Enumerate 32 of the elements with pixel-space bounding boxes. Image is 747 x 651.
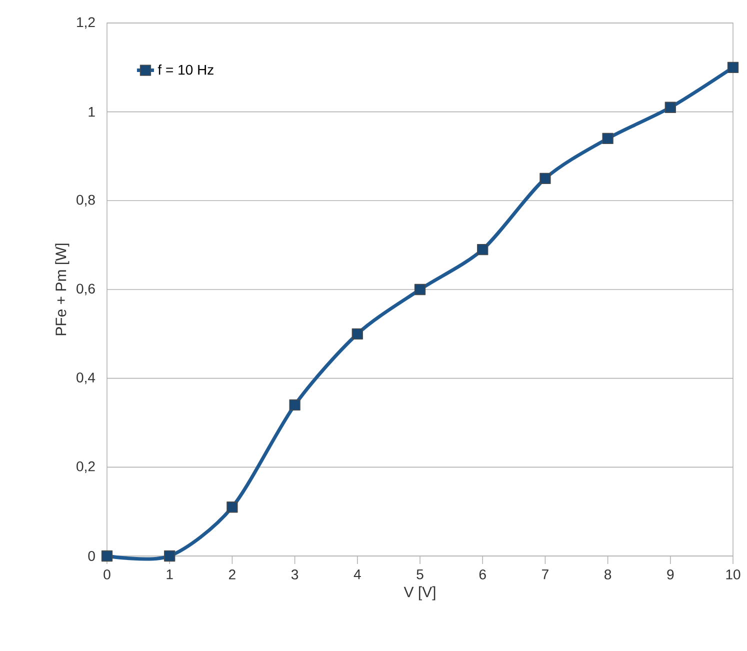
x-tick-label: 8 <box>604 570 612 580</box>
point <box>540 172 551 184</box>
x-tick-label: 7 <box>542 570 548 580</box>
y-tick-label: 0,8 <box>76 194 95 206</box>
point <box>664 102 676 113</box>
point <box>477 244 488 256</box>
x-tick-label: 3 <box>291 570 298 580</box>
y-tick-label: 1 <box>88 107 95 117</box>
x-tick-label: 4 <box>354 570 361 580</box>
y-tick-label: 0,2 <box>76 461 95 473</box>
y-tick-label: 1,2 <box>77 17 95 29</box>
legend-label: f = 10 Hz <box>158 64 214 75</box>
point <box>164 550 176 562</box>
x-tick-label: 10 <box>726 570 740 580</box>
point <box>352 328 363 340</box>
y-tick-label: 0,4 <box>76 372 96 384</box>
x-tick-label: 0 <box>104 570 110 580</box>
x-tick-label: 2 <box>229 570 236 580</box>
x-axis-title: V [V] <box>404 586 436 600</box>
point <box>289 399 300 411</box>
point <box>226 502 238 513</box>
y-tick-label: 0 <box>88 551 95 561</box>
x-tick-label: 9 <box>667 570 674 580</box>
y-axis-title: PFe + Pm [W] <box>55 244 70 336</box>
y-tick-label: 0,6 <box>76 284 95 296</box>
point <box>414 284 426 296</box>
point <box>602 132 614 144</box>
x-tick-label: 5 <box>416 570 424 580</box>
x-tick-label: 1 <box>166 570 173 580</box>
x-tick-label: 6 <box>479 570 486 580</box>
point <box>727 62 739 73</box>
point <box>101 550 113 562</box>
